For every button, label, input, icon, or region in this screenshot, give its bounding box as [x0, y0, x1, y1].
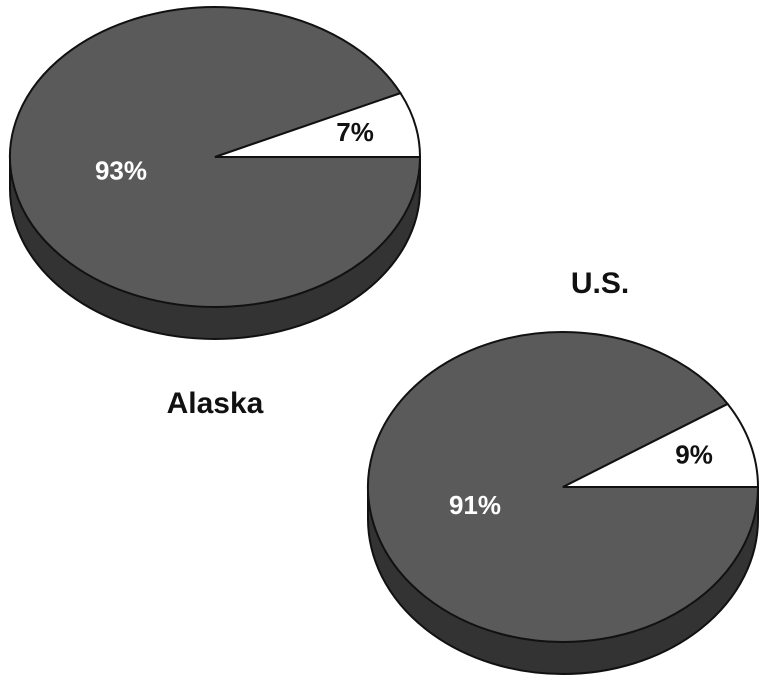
data-label: 91%	[449, 490, 501, 520]
pie-slice	[562, 402, 760, 488]
chart-title: U.S.	[571, 267, 629, 300]
pie-slice	[214, 91, 422, 158]
data-label: 7%	[336, 117, 374, 147]
data-label: 93%	[95, 155, 147, 185]
data-label: 9%	[675, 440, 713, 470]
chart-title: Alaska	[167, 387, 264, 420]
